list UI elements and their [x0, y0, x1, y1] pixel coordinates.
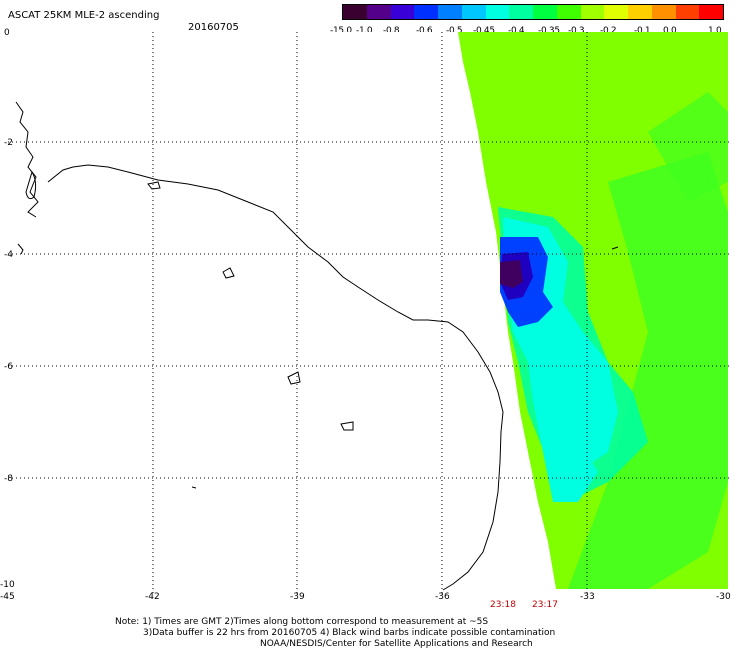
colorbar-ticks: -15.0 -1.0 -0.8 -0.6 -0.5 -0.45 -0.4 -0.35 -0.3 -…: [330, 26, 740, 38]
lon-label-30: -30: [716, 592, 731, 602]
colorbar-tick-label: -0.5: [446, 26, 463, 36]
colorbar-tick-label: 0.0: [663, 26, 677, 36]
colorbar-swatch: [580, 5, 605, 19]
scatterometer-swath: [458, 32, 728, 589]
colorbar-swatch: [651, 5, 676, 19]
colorbar-tick-label: -1.0: [356, 26, 373, 36]
colorbar-swatch: [699, 5, 723, 19]
lat-label-2: -2: [4, 138, 13, 148]
lon-label-33: -33: [580, 592, 595, 602]
footer-note-3: NOAA/NESDIS/Center for Satellite Applica…: [260, 639, 533, 649]
lat-label-8: -8: [4, 474, 13, 484]
footer-note-2: 3)Data buffer is 22 hrs from 20160705 4)…: [143, 628, 556, 638]
colorbar-swatch: [509, 5, 533, 19]
lon-label-36: -36: [435, 592, 450, 602]
colorbar-tick-label: -0.8: [383, 26, 400, 36]
lon-label-42: -42: [145, 592, 160, 602]
colorbar-swatch: [604, 5, 628, 19]
colorbar-tick-label: -0.45: [473, 26, 495, 36]
colorbar-tick-label: -0.4: [508, 26, 525, 36]
swath-purple: [500, 260, 523, 288]
map-date: 20160705: [188, 22, 239, 33]
colorbar-swatch: [390, 5, 415, 19]
lat-label-6: -6: [4, 362, 13, 372]
colorbar-tick-label: -0.3: [568, 26, 585, 36]
time-label-2: 23:17: [532, 600, 558, 610]
colorbar-tick-label: -0.35: [538, 26, 560, 36]
map-panel: [8, 32, 732, 594]
lon-label-39: -39: [290, 592, 305, 602]
colorbar-swatch: [533, 5, 557, 19]
colorbar-swatch: [414, 5, 438, 19]
lat-label-0: 0: [4, 28, 10, 38]
colorbar-swatch: [366, 5, 391, 19]
lon-label-45: -45: [0, 592, 15, 602]
coastline: [15, 101, 619, 591]
colorbar-swatch: [675, 5, 700, 19]
colorbar-tick-label: -0.2: [600, 26, 617, 36]
colorbar-swatch: [556, 5, 581, 19]
time-label-1: 23:18: [490, 600, 516, 610]
footer-note-1: Note: 1) Times are GMT 2)Times along bot…: [115, 617, 489, 627]
swath-darker-green: [568, 152, 728, 589]
colorbar-tick-label: 1.0: [708, 26, 722, 36]
colorbar-tick-label: -0.6: [416, 26, 433, 36]
swath-cyan-south: [543, 447, 598, 502]
colorbar-swatch: [485, 5, 510, 19]
colorbar-swatch: [628, 5, 652, 19]
colorbar-tick-label: -15.0: [330, 26, 352, 36]
graticule: [8, 32, 732, 594]
swath-darker-green-2: [648, 92, 728, 202]
colorbar-swatch: [438, 5, 462, 19]
map-title: ASCAT 25KM MLE-2 ascending: [8, 10, 160, 21]
colorbar: [342, 4, 724, 20]
map-svg: [8, 32, 732, 594]
colorbar-swatch: [461, 5, 486, 19]
colorbar-swatch: [343, 5, 367, 19]
lat-label-10: -10: [0, 580, 15, 590]
lat-label-4: -4: [4, 250, 13, 260]
colorbar-tick-label: -0.1: [634, 26, 651, 36]
